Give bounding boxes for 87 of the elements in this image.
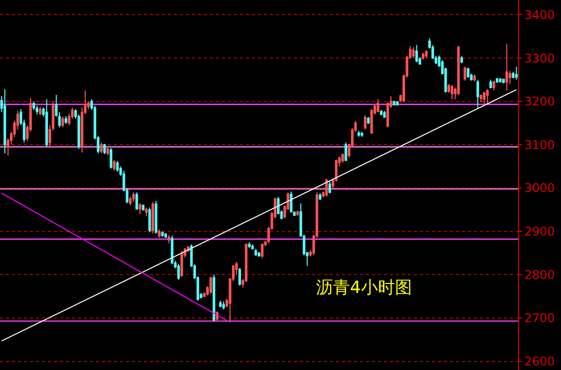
candlestick <box>370 108 373 134</box>
candlestick <box>161 230 164 238</box>
candlestick <box>170 235 174 264</box>
candlestick <box>396 100 399 106</box>
candlestick <box>515 66 518 80</box>
candlestick <box>505 43 508 92</box>
candlestick <box>209 276 212 295</box>
candlestick <box>480 94 482 103</box>
candlestick <box>4 88 6 154</box>
candlestick <box>154 200 158 234</box>
candlestick <box>325 178 328 198</box>
candlestick <box>364 114 366 130</box>
y-tick-label: 2700 <box>524 311 555 326</box>
candlestick <box>344 142 348 162</box>
candlestick <box>258 252 260 257</box>
candlestick <box>145 207 148 217</box>
candlestick <box>357 130 360 138</box>
candlestick <box>116 160 119 172</box>
candlestick <box>318 192 322 201</box>
candlestick <box>360 131 364 138</box>
candlestick <box>290 191 292 213</box>
candlestick <box>260 242 264 259</box>
candlestick <box>254 248 258 257</box>
candlestick <box>61 116 64 128</box>
y-tick-label: 3200 <box>524 94 555 109</box>
candlestick <box>466 67 470 78</box>
y-tick-label: 3100 <box>524 138 555 152</box>
candlestick <box>460 55 463 64</box>
candlestick <box>100 142 103 154</box>
candlestick <box>415 44 418 63</box>
candlestick <box>422 52 424 60</box>
candlestick <box>486 88 489 104</box>
candlestick <box>180 250 184 278</box>
candlestick <box>164 232 167 238</box>
candlestick <box>222 301 225 310</box>
candlestick <box>277 196 280 215</box>
y-tick-label: 3300 <box>524 51 555 66</box>
candlestick <box>296 210 299 216</box>
candlestick <box>132 192 135 202</box>
candlestick <box>464 66 466 82</box>
candlestick <box>248 242 251 248</box>
candlestick <box>138 202 142 215</box>
candlestick <box>152 201 154 234</box>
candlestick <box>496 77 498 84</box>
candlestick <box>106 146 110 156</box>
candlestick <box>376 98 380 113</box>
candlestick <box>457 45 460 96</box>
candlestick <box>112 159 116 172</box>
candlestick <box>64 116 68 124</box>
candlestick <box>328 181 332 194</box>
annotation: 沥青4小时图 <box>316 278 412 298</box>
candlestick <box>392 100 396 106</box>
candlestick <box>476 79 480 108</box>
candlestick <box>129 196 132 206</box>
candlestick <box>135 192 138 210</box>
candlestick <box>103 143 106 155</box>
y-tick-label: 2900 <box>524 224 555 239</box>
candlestick <box>482 91 486 106</box>
y-tick-label: 3000 <box>524 181 555 196</box>
candlestick <box>148 207 151 233</box>
candlestick <box>177 263 180 280</box>
candlestick <box>502 78 505 84</box>
candlestick <box>238 267 241 286</box>
candlestick <box>499 78 502 83</box>
candlestick <box>473 74 476 82</box>
candlestick <box>158 228 161 238</box>
candlestick <box>38 106 42 116</box>
candlestick <box>45 98 48 148</box>
candlestick <box>489 79 492 89</box>
candlestick <box>492 80 496 92</box>
candlestick <box>383 110 386 118</box>
y-tick-label: 2800 <box>524 268 555 282</box>
y-tick-label: 3400 <box>524 8 555 22</box>
candlestick <box>32 100 36 111</box>
candlestick <box>412 46 415 59</box>
candlestick <box>142 204 144 212</box>
candlestick <box>212 274 216 322</box>
candlestick <box>450 84 454 100</box>
candlestick <box>110 148 112 170</box>
y-tick-label: 2600 <box>524 354 555 369</box>
candlestick <box>36 105 38 115</box>
candlestick <box>367 116 370 124</box>
candlestick <box>425 50 428 59</box>
candlestick <box>219 300 222 308</box>
candlestick <box>168 234 170 244</box>
candlestick <box>341 152 344 164</box>
candlestick <box>380 110 383 116</box>
